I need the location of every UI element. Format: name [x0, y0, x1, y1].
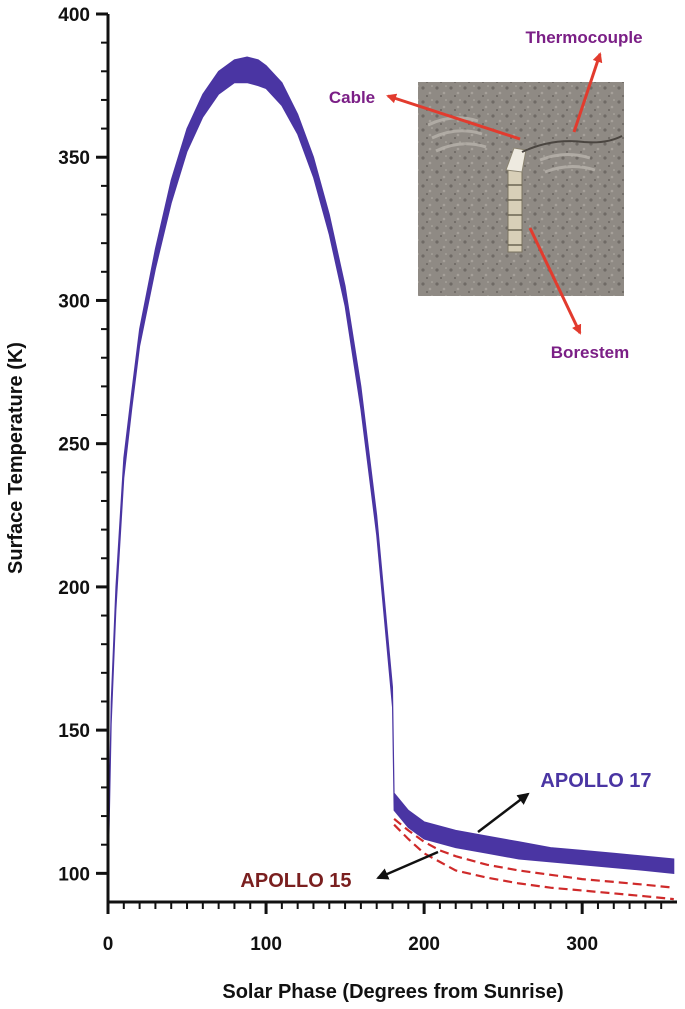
- y-tick-label-400: 400: [58, 5, 90, 26]
- y-tick-label-200: 200: [58, 578, 90, 599]
- y-tick-label-300: 300: [58, 291, 90, 312]
- callout-thermocouple: Thermocouple: [525, 28, 642, 47]
- series-label-apollo15: APOLLO 15: [240, 870, 351, 892]
- series-apollo15-line-2: [393, 823, 674, 901]
- apollo17-arrow: [477, 792, 530, 833]
- x-tick-label-200: 200: [408, 934, 440, 955]
- y-tick-label-350: 350: [58, 148, 90, 169]
- x-tick-label-100: 100: [250, 934, 282, 955]
- x-axis-title: Solar Phase (Degrees from Sunrise): [222, 981, 563, 1003]
- y-tick-label-100: 100: [58, 864, 90, 885]
- y-tick-label-150: 150: [58, 721, 90, 742]
- probe-rod-icon: [507, 169, 523, 253]
- inset-photo: [418, 82, 624, 296]
- thermocouple-arrow: [572, 52, 603, 133]
- series-layer: [107, 56, 675, 901]
- ticks: 100 150 200 250 300 350 400 0 100 200 300: [58, 5, 663, 955]
- series-apollo15-line-1: [393, 818, 674, 889]
- x-tick-label-0: 0: [103, 934, 114, 955]
- cable-arrow: [386, 93, 521, 141]
- x-tick-label-300: 300: [566, 934, 598, 955]
- series-apollo17-band: [107, 56, 675, 885]
- cable-strand: [521, 135, 623, 153]
- borestem-arrow: [528, 227, 582, 335]
- probe-bands: [508, 184, 522, 246]
- y-tick-label-250: 250: [58, 435, 90, 456]
- callout-arrows: [386, 52, 603, 335]
- y-axis-title: Surface Temperature (K): [5, 342, 27, 574]
- callout-borestem: Borestem: [551, 343, 629, 362]
- apollo15-arrow: [376, 850, 439, 880]
- callout-cable: Cable: [329, 88, 375, 107]
- series-label-apollo17: APOLLO 17: [540, 770, 651, 792]
- footprint-marks: [427, 116, 596, 174]
- series-label-arrows: [376, 792, 530, 880]
